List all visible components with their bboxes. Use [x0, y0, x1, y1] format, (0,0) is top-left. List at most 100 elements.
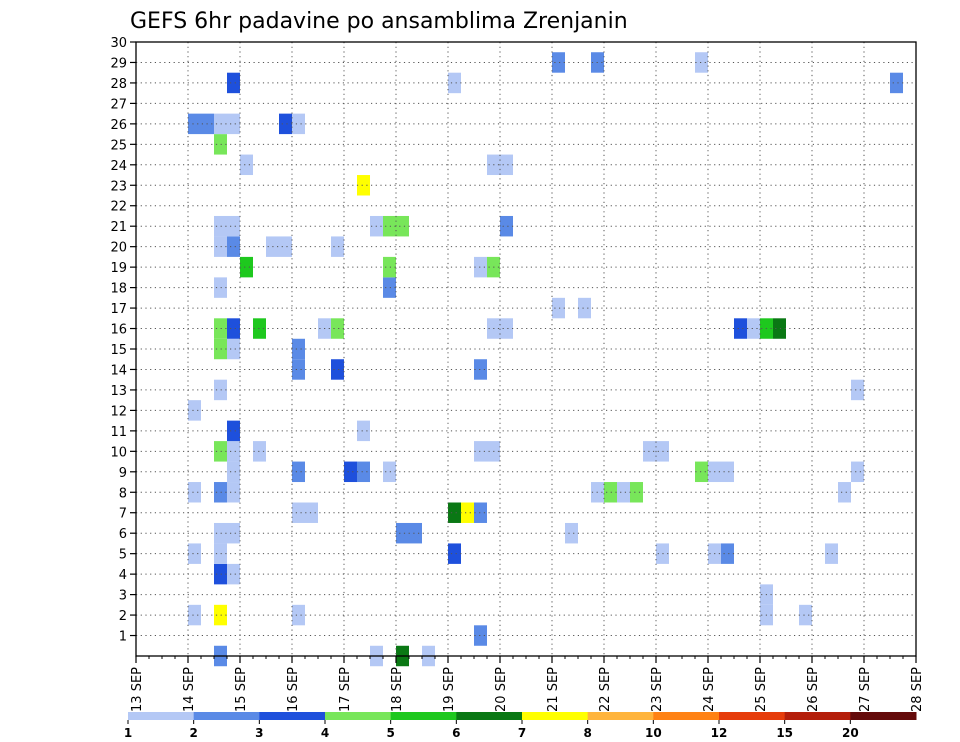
legend-swatch [390, 712, 457, 720]
precip-cell [188, 482, 201, 503]
precip-cell [604, 482, 617, 503]
precip-cell [578, 297, 591, 319]
precip-cell [214, 215, 227, 237]
precip-cell [396, 215, 409, 237]
precip-cell [292, 604, 305, 626]
legend-swatch [522, 712, 589, 720]
precip-cell [188, 543, 201, 564]
precip-cell [383, 277, 396, 298]
y-tick-label: 5 [119, 548, 127, 563]
precip-cell [214, 113, 227, 135]
y-tick-label: 19 [110, 261, 127, 276]
precip-cell [734, 318, 747, 339]
y-tick-label: 14 [110, 363, 127, 378]
x-tick-label: 17 SEP [338, 667, 353, 712]
x-tick-label: 13 SEP [130, 667, 145, 712]
legend-label: 7 [518, 726, 526, 740]
y-tick-label: 21 [110, 220, 127, 235]
y-axis: 1234567891011121314151617181920212223242… [110, 36, 136, 645]
precip-cell [214, 318, 227, 339]
precip-cell [500, 215, 513, 237]
y-tick-label: 3 [119, 589, 127, 604]
legend-label: 8 [583, 726, 591, 740]
precip-cell [474, 359, 487, 380]
precip-cell [500, 318, 513, 339]
precip-cell [773, 318, 786, 339]
legend-label: 15 [776, 726, 793, 740]
precip-cell [214, 563, 227, 585]
precip-cell [214, 522, 227, 544]
y-tick-label: 1 [119, 630, 127, 645]
precip-cell [214, 134, 227, 155]
chart-title: GEFS 6hr padavine po ansamblima Zrenjani… [130, 9, 628, 34]
precip-cell [214, 604, 227, 626]
precip-cell [292, 461, 305, 483]
precip-cell [747, 318, 760, 339]
color-legend: 1 2 3 4 5 6 7 8 10 12 15 20 [124, 712, 917, 740]
y-tick-label: 6 [119, 527, 127, 542]
legend-label: 20 [842, 726, 859, 740]
precip-cell [409, 522, 422, 544]
y-tick-label: 16 [110, 323, 127, 338]
precip-cell [227, 522, 240, 544]
y-tick-label: 8 [119, 486, 127, 501]
precip-cell [227, 72, 240, 94]
precip-cell [721, 461, 734, 483]
precip-cell [474, 256, 487, 278]
precip-cell [188, 604, 201, 626]
precip-cell [552, 297, 565, 319]
precip-cell [838, 482, 851, 503]
precip-cell [292, 113, 305, 135]
legend-swatch [653, 712, 720, 720]
x-tick-label: 23 SEP [650, 667, 665, 712]
x-tick-label: 22 SEP [598, 667, 613, 712]
y-tick-label: 17 [110, 302, 127, 317]
x-tick-label: 20 SEP [494, 667, 509, 712]
y-tick-label: 23 [110, 179, 127, 194]
precip-cell [474, 502, 487, 523]
x-tick-label: 18 SEP [390, 667, 405, 712]
precip-cell [695, 52, 708, 73]
precip-cell [214, 236, 227, 257]
precip-cell [331, 359, 344, 380]
x-tick-label: 16 SEP [286, 667, 301, 712]
legend-label: 10 [645, 726, 662, 740]
precip-cell [695, 461, 708, 483]
precip-cell [448, 502, 461, 523]
y-tick-label: 22 [110, 200, 127, 215]
y-tick-label: 25 [110, 138, 127, 153]
precip-cell [292, 502, 305, 523]
precip-cell [227, 236, 240, 257]
precip-cell [214, 482, 227, 503]
precip-cell [617, 482, 630, 503]
precip-cell [214, 441, 227, 462]
legend-swatch [128, 712, 195, 720]
precip-cell [279, 113, 292, 135]
legend-swatch [259, 712, 326, 720]
precip-cell [357, 175, 370, 196]
y-tick-label: 13 [110, 384, 127, 399]
y-tick-label: 12 [110, 404, 127, 419]
precip-cell [292, 338, 305, 360]
legend-swatch [456, 712, 523, 720]
precip-cell [253, 318, 266, 339]
precip-cell [461, 502, 474, 523]
precip-cell [383, 461, 396, 483]
y-tick-label: 10 [110, 445, 127, 460]
precip-cell [630, 482, 643, 503]
precip-cell [851, 379, 864, 401]
legend-label: 4 [321, 726, 329, 740]
legend-swatch [719, 712, 786, 720]
y-tick-label: 18 [110, 282, 127, 297]
grid-layer [136, 42, 916, 656]
y-tick-label: 30 [110, 36, 127, 51]
legend-swatch [587, 712, 654, 720]
x-tick-label: 21 SEP [546, 667, 561, 712]
precip-cell [357, 461, 370, 483]
precip-cell [396, 522, 409, 544]
precip-cell [474, 625, 487, 646]
x-axis: 13 SEP 14 SEP 15 SEP 16 SEP 17 SEP 18 SEP 19 S… [130, 656, 925, 712]
precip-cell [227, 441, 240, 462]
precip-cell [227, 113, 240, 135]
legend-label: 6 [452, 726, 460, 740]
